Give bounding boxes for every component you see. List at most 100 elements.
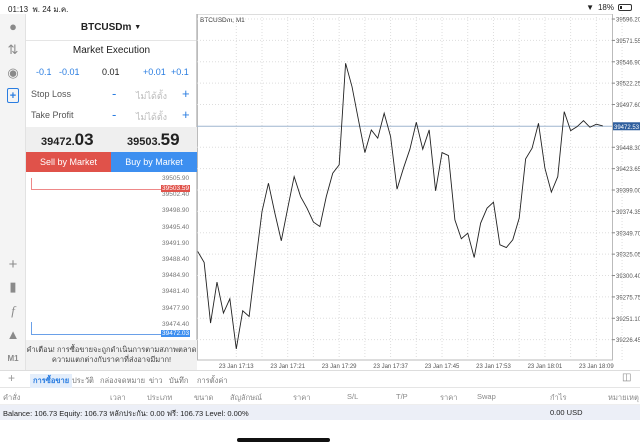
x-tick-label: 23 Jan 17:13 — [219, 364, 254, 370]
crosshair-icon[interactable]: + — [8, 255, 18, 273]
buy-button[interactable]: Buy by Market — [111, 152, 197, 172]
trade-arrows-icon[interactable]: ⇅ — [7, 42, 19, 57]
status-bar: 01:13 พ. 24 ม.ค. ▼ 18% — [0, 0, 640, 14]
chart-title: BTCUSDm, M1 — [200, 17, 245, 24]
price-chart[interactable]: BTCUSDm, M1 39596.20 39571.55 39546.90 39522… — [197, 13, 640, 372]
ask-tag: 39503.59 — [161, 185, 191, 192]
balance-row: Balance: 106.73 Equity: 106.73 หลักประกั… — [0, 405, 640, 420]
x-tick-label: 23 Jan 17:29 — [322, 364, 357, 370]
stop-loss-plus[interactable]: + — [182, 86, 190, 101]
chevron-down-icon: ▼ — [134, 23, 142, 31]
add-icon[interactable]: + — [8, 371, 16, 385]
x-tick-label: 23 Jan 17:45 — [425, 364, 460, 370]
volume-plus-0.1[interactable]: +0.1 — [171, 67, 189, 77]
table-header: คำสั่ง เวลา ประเภท ขนาด สัญลักษณ์ ราคา S… — [0, 388, 640, 405]
ask-price: 39503.59 — [127, 130, 180, 149]
col-volume: ขนาด — [194, 393, 214, 402]
plot-area — [197, 13, 613, 361]
order-panel: BTCUSDm ▼ Market Execution -0.1 -0.01 0.… — [26, 14, 197, 370]
y-tick-label: 39349.70 — [616, 231, 640, 237]
y-tick-label: 39374.35 — [616, 210, 640, 216]
y-tick-label: 39571.55 — [616, 39, 640, 45]
account-icon[interactable]: ● — [9, 18, 17, 34]
toolbox-panel: + การซื้อขาย ประวัติ กล่องจดหมาย ข่าว บั… — [0, 370, 640, 447]
y-tick-label: 39325.05 — [616, 253, 640, 259]
tab-journal[interactable]: บันทึก — [169, 376, 189, 385]
col-current-price: ราคา — [440, 393, 458, 402]
volume-plus-0.01[interactable]: +0.01 — [143, 67, 166, 77]
layout-icon[interactable]: ◫ — [622, 372, 632, 383]
warning-text: คำเตือน! การซื้อขายจะถูกดำเนินการตามสภาพ… — [26, 340, 197, 370]
y-tick-label: 39423.65 — [616, 167, 640, 173]
mini-price-label: 39488.40 — [162, 256, 190, 263]
take-profit-input[interactable]: ไม่ได้ตั้ง — [136, 112, 168, 122]
chart-svg[interactable]: BTCUSDm, M1 39596.20 39571.55 39546.90 39522… — [197, 13, 640, 372]
x-tick-label: 23 Jan 18:01 — [528, 364, 563, 370]
y-tick-label: 39226.45 — [616, 338, 640, 344]
y-tick-label: 39596.20 — [616, 18, 640, 24]
battery-percent: 18% — [597, 3, 614, 12]
quote-row: 39472.03 39503.59 — [26, 127, 197, 152]
tab-news[interactable]: ข่าว — [149, 376, 163, 385]
col-tp: T/P — [396, 392, 408, 401]
col-order: คำสั่ง — [3, 393, 21, 402]
x-tick-label: 23 Jan 17:21 — [270, 364, 305, 370]
col-price: ราคา — [293, 393, 311, 402]
col-comment: หมายเหตุ — [608, 393, 639, 402]
chat-icon[interactable]: ◉ — [7, 65, 19, 80]
mini-price-label: 39498.90 — [162, 207, 190, 215]
y-tick-label: 39251.10 — [616, 317, 640, 323]
volume-input[interactable]: 0.01 — [102, 67, 120, 77]
execution-type: Market Execution — [72, 45, 151, 56]
tab-history[interactable]: ประวัติ — [72, 376, 94, 385]
y-tick-label: 39399.00 — [616, 189, 640, 195]
volume-minus-0.1[interactable]: -0.1 — [36, 67, 52, 77]
col-swap: Swap — [477, 392, 496, 401]
mini-price-label: 39474.40 — [162, 320, 190, 328]
take-profit-plus[interactable]: + — [182, 107, 190, 122]
mini-price-label: 39477.90 — [162, 304, 190, 312]
new-order-icon[interactable]: + — [7, 88, 19, 103]
tab-trade[interactable]: การซื้อขาย — [30, 374, 73, 388]
symbol-selector[interactable]: BTCUSDm ▼ — [26, 14, 196, 41]
take-profit-label: Take Profit — [31, 110, 74, 120]
y-tick-label: 39275.75 — [616, 295, 640, 301]
volume-minus-0.01[interactable]: -0.01 — [59, 67, 80, 77]
y-tick-label: 39546.90 — [616, 60, 640, 66]
stop-loss-input[interactable]: ไม่ได้ตั้ง — [136, 91, 168, 101]
mini-price-label: 39495.40 — [162, 223, 190, 231]
x-tick-label: 23 Jan 18:09 — [579, 364, 614, 370]
balance-summary: Balance: 106.73 Equity: 106.73 หลักประกั… — [3, 409, 249, 418]
sell-button[interactable]: Sell by Market — [26, 152, 111, 172]
mini-price-label: 39481.40 — [162, 288, 190, 296]
x-tick-label: 23 Jan 17:53 — [476, 364, 511, 370]
price-line — [197, 63, 603, 350]
timeframe-button[interactable]: M1 — [7, 353, 19, 363]
mini-price-label: 39502.40 — [162, 191, 190, 199]
home-indicator[interactable] — [237, 438, 330, 442]
stop-loss-label: Stop Loss — [31, 89, 72, 99]
x-tick-label: 23 Jan 17:37 — [373, 364, 408, 370]
take-profit-minus[interactable]: - — [112, 107, 117, 122]
current-price-tag: 39472.53 — [614, 125, 640, 131]
bid-price: 39472.03 — [41, 130, 94, 149]
current-price-tag-bg — [613, 122, 640, 131]
col-type: ประเภท — [147, 393, 173, 402]
battery-icon — [618, 4, 632, 11]
y-tick-label: 39497.60 — [616, 103, 640, 109]
toolbox-tabs: + การซื้อขาย ประวัติ กล่องจดหมาย ข่าว บั… — [0, 370, 640, 388]
objects-icon[interactable]: ▲ — [6, 326, 20, 342]
col-symbol: สัญลักษณ์ — [230, 393, 263, 402]
bid-tag: 39472.03 — [161, 330, 191, 337]
status-time: 01:13 พ. 24 ม.ค. — [8, 5, 69, 14]
y-tick-label: 39300.40 — [616, 274, 640, 280]
tick-chart: 39505.90 39502.40 39498.90 39495.40 39491.90… — [26, 172, 197, 342]
candlestick-icon[interactable]: ▮ — [9, 279, 17, 294]
indicators-icon[interactable]: f — [11, 303, 15, 318]
mini-price-label: 39491.90 — [162, 239, 190, 247]
total-profit: 0.00 USD — [550, 408, 583, 417]
stop-loss-minus[interactable]: - — [112, 86, 117, 101]
tab-settings[interactable]: การตั้งค่า — [197, 376, 228, 385]
y-tick-label: 39522.25 — [616, 82, 640, 88]
tab-mailbox[interactable]: กล่องจดหมาย — [100, 376, 146, 385]
